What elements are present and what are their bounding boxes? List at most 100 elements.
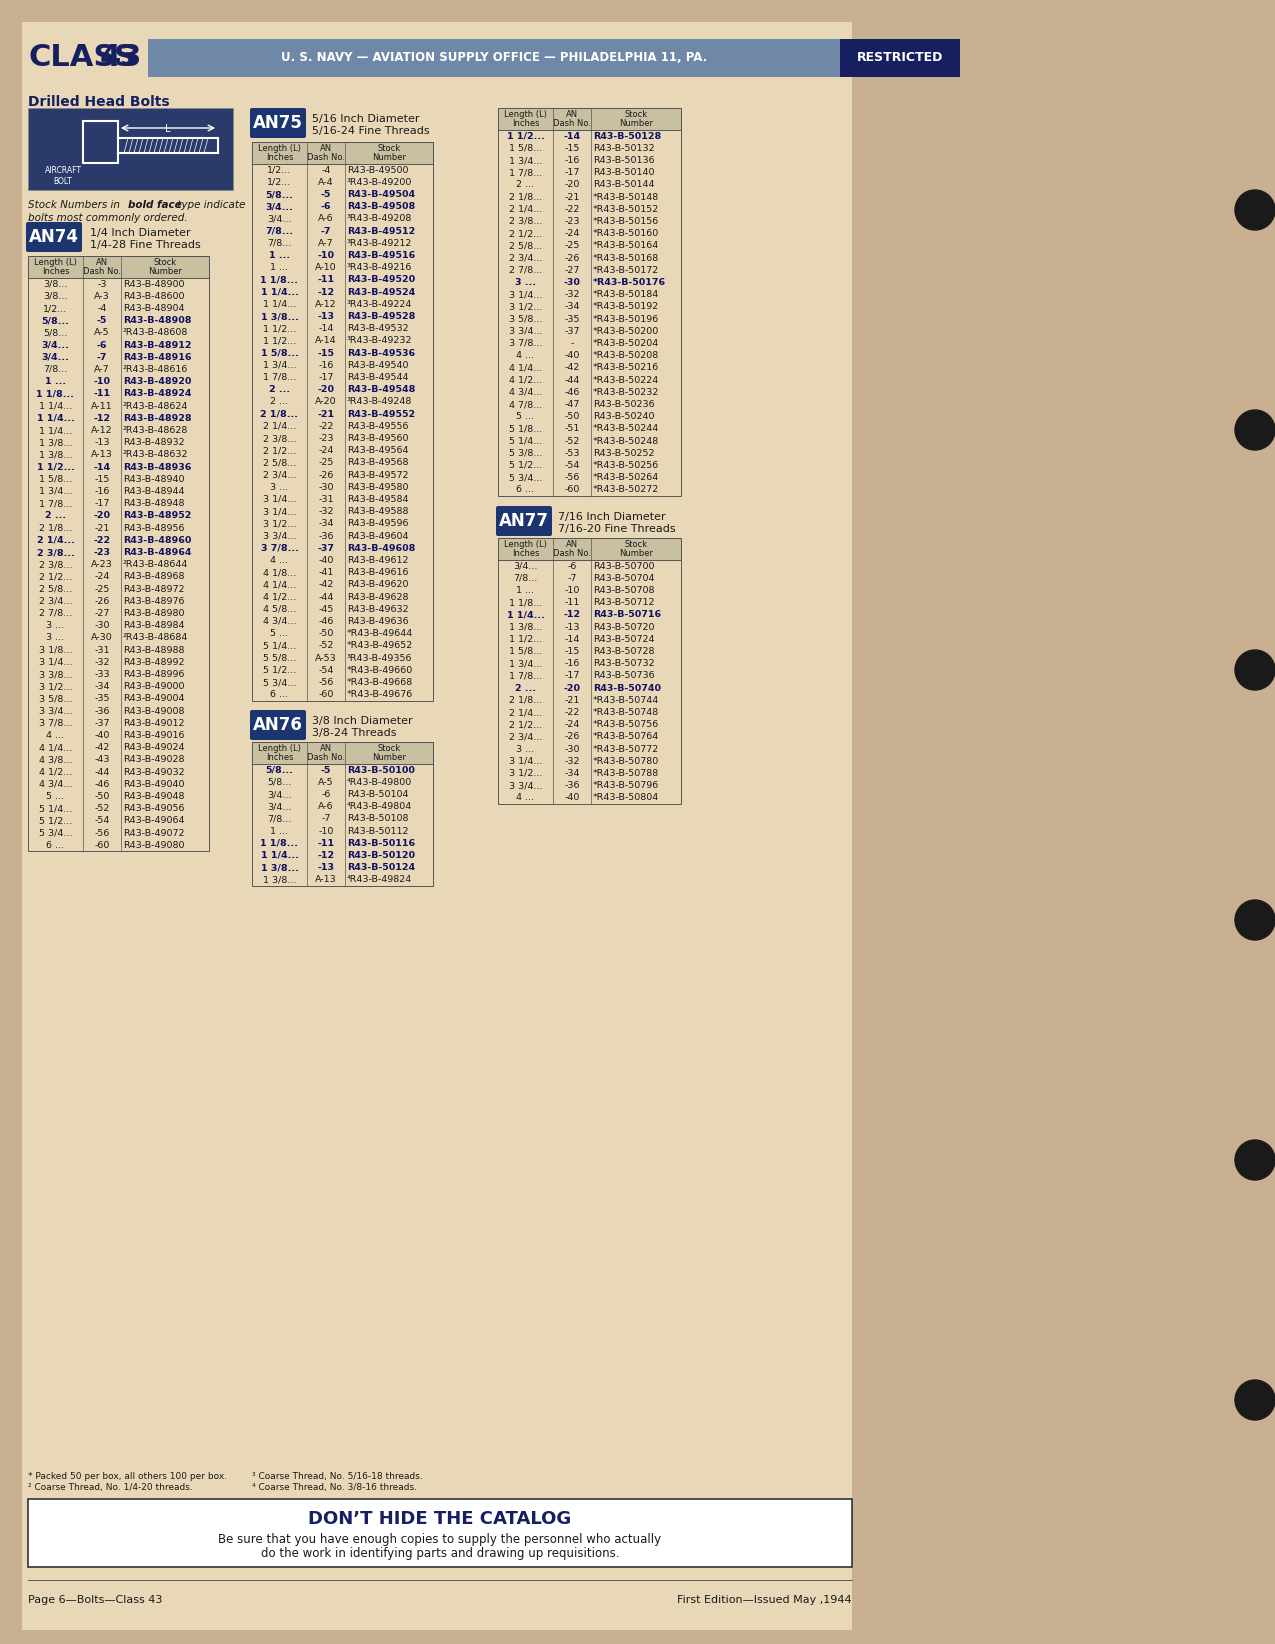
Text: -: - [570, 339, 574, 349]
Text: 2 1/2...: 2 1/2... [509, 720, 542, 730]
Text: Length (L)
Inches: Length (L) Inches [504, 539, 547, 559]
Text: -12: -12 [317, 852, 334, 860]
Text: 3 1/4...: 3 1/4... [38, 658, 73, 667]
Text: 3 ...: 3 ... [515, 278, 536, 288]
Text: -14: -14 [93, 462, 111, 472]
Text: R43-B-49620: R43-B-49620 [347, 580, 408, 590]
Text: R43-B-48996: R43-B-48996 [122, 671, 185, 679]
Text: R43-B-49616: R43-B-49616 [347, 569, 408, 577]
Text: -36: -36 [319, 531, 334, 541]
Text: 3/4...: 3/4... [268, 214, 292, 224]
Text: 3 1/2...: 3 1/2... [38, 682, 73, 690]
Text: ³R43-B-49356: ³R43-B-49356 [347, 654, 413, 663]
Text: -17: -17 [319, 373, 334, 381]
Text: -7: -7 [567, 574, 576, 584]
Text: R43-B-48940: R43-B-48940 [122, 475, 185, 483]
Text: 2 3/8...: 2 3/8... [509, 217, 542, 225]
Text: R43-B-49528: R43-B-49528 [347, 312, 416, 321]
Bar [28, 256, 209, 852]
Text: 1 3/8...: 1 3/8... [38, 450, 73, 459]
Text: -45: -45 [319, 605, 334, 613]
Text: -11: -11 [565, 598, 580, 607]
Text: R43-B-50132: R43-B-50132 [593, 143, 654, 153]
Text: A-4: A-4 [319, 178, 334, 187]
Text: *R43-B-50148: *R43-B-50148 [593, 192, 659, 202]
Text: -22: -22 [565, 709, 580, 717]
Bar [840, 39, 960, 77]
Text: -56: -56 [565, 473, 580, 482]
Text: -22: -22 [319, 423, 334, 431]
Text: 7/8...: 7/8... [268, 238, 292, 248]
Text: ³R43-B-49232: ³R43-B-49232 [347, 337, 413, 345]
Text: 3 3/8...: 3 3/8... [38, 671, 73, 679]
Text: R43-B-48916: R43-B-48916 [122, 353, 191, 362]
Text: R43-B-49040: R43-B-49040 [122, 779, 185, 789]
Bar [28, 1499, 852, 1567]
Text: R43-B-48912: R43-B-48912 [122, 340, 191, 350]
Text: -23: -23 [93, 547, 111, 557]
Text: 1 1/2...: 1 1/2... [509, 635, 542, 644]
Text: 3/4...: 3/4... [42, 353, 69, 362]
Bar [148, 39, 840, 77]
Text: *R43-B-50272: *R43-B-50272 [593, 485, 659, 495]
Text: DON’T HIDE THE CATALOG: DON’T HIDE THE CATALOG [309, 1509, 571, 1527]
Text: 3 1/4...: 3 1/4... [263, 495, 296, 505]
Text: -12: -12 [564, 610, 580, 620]
Bar [28, 256, 209, 278]
Text: 1 ...: 1 ... [270, 827, 288, 835]
Text: *R43-B-50804: *R43-B-50804 [593, 794, 659, 802]
Text: 4 1/2...: 4 1/2... [509, 375, 542, 385]
Text: ³R43-B-49200: ³R43-B-49200 [347, 178, 412, 187]
Text: 2 ...: 2 ... [515, 684, 536, 692]
Text: -30: -30 [565, 745, 580, 753]
Text: -40: -40 [565, 794, 580, 802]
Text: -20: -20 [565, 181, 580, 189]
Text: R43-B-50116: R43-B-50116 [347, 838, 416, 848]
Text: 1 ...: 1 ... [45, 376, 66, 386]
Text: 2 1/2...: 2 1/2... [509, 229, 542, 238]
Text: *R43-B-49652: *R43-B-49652 [347, 641, 413, 651]
Text: -60: -60 [319, 690, 334, 699]
Text: 5 3/4...: 5 3/4... [38, 829, 73, 837]
Text: 3 1/2...: 3 1/2... [509, 769, 542, 778]
Text: R43-B-49508: R43-B-49508 [347, 202, 416, 210]
Text: 1/4-28 Fine Threads: 1/4-28 Fine Threads [91, 240, 200, 250]
Text: *R43-B-50204: *R43-B-50204 [593, 339, 659, 349]
Text: -47: -47 [565, 399, 580, 409]
Text: Stock
Number: Stock Number [148, 258, 182, 276]
Text: 4 3/4...: 4 3/4... [263, 616, 296, 626]
Text: -24: -24 [565, 229, 580, 238]
Text: A-7: A-7 [94, 365, 110, 373]
Text: 1 3/8...: 1 3/8... [260, 863, 298, 873]
Text: -26: -26 [319, 470, 334, 480]
Text: 3/4...: 3/4... [514, 562, 538, 570]
Text: 3/4...: 3/4... [268, 802, 292, 810]
Text: A-5: A-5 [319, 778, 334, 787]
Text: -42: -42 [565, 363, 580, 373]
Text: R43-B-49544: R43-B-49544 [347, 373, 408, 381]
Text: A-6: A-6 [319, 214, 334, 224]
Text: 1/4 Inch Diameter: 1/4 Inch Diameter [91, 229, 191, 238]
Text: -16: -16 [565, 156, 580, 164]
Text: A-11: A-11 [92, 401, 112, 411]
Text: *R43-B-50744: *R43-B-50744 [593, 695, 659, 705]
Text: A-6: A-6 [319, 802, 334, 810]
Text: R43-B-48984: R43-B-48984 [122, 621, 185, 630]
Circle shape [1235, 1379, 1275, 1420]
Text: *R43-B-50168: *R43-B-50168 [593, 253, 659, 263]
Text: R43-B-49008: R43-B-49008 [122, 707, 185, 715]
Text: R43-B-50712: R43-B-50712 [593, 598, 654, 607]
Text: R43-B-49000: R43-B-49000 [122, 682, 185, 690]
Text: R43-B-50124: R43-B-50124 [347, 863, 416, 873]
Circle shape [1235, 191, 1275, 230]
Text: *R43-B-50216: *R43-B-50216 [593, 363, 659, 373]
Text: *R43-B-50232: *R43-B-50232 [593, 388, 659, 396]
Text: R43-B-50720: R43-B-50720 [593, 623, 654, 631]
Text: R43-B-48992: R43-B-48992 [122, 658, 185, 667]
Text: R43-B-49580: R43-B-49580 [347, 483, 408, 492]
Text: R43-B-49016: R43-B-49016 [122, 732, 185, 740]
Text: R43-B-49080: R43-B-49080 [122, 840, 185, 850]
Text: -52: -52 [94, 804, 110, 814]
Text: -50: -50 [94, 792, 110, 801]
Text: -36: -36 [94, 707, 110, 715]
